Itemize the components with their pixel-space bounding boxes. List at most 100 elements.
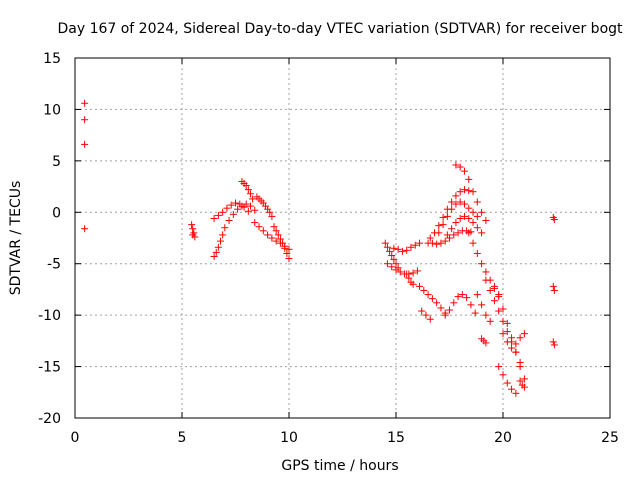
data-point-marker xyxy=(272,237,280,245)
data-point-marker xyxy=(392,266,400,274)
series-late xyxy=(549,213,558,349)
plot-frame xyxy=(74,57,611,419)
series-arc3 xyxy=(210,199,252,222)
y-tick-label: -20 xyxy=(38,411,61,427)
data-point-marker xyxy=(473,198,481,206)
data-point-marker xyxy=(460,200,468,208)
series-arc5 xyxy=(253,193,276,220)
data-point-marker xyxy=(486,286,494,294)
data-point-marker xyxy=(390,256,398,264)
data-point-marker xyxy=(244,186,252,194)
x-tick-label: 0 xyxy=(71,430,80,446)
data-point-marker xyxy=(460,167,468,175)
data-point-marker xyxy=(409,280,417,288)
x-tick-label: 5 xyxy=(178,430,187,446)
data-point-marker xyxy=(441,237,449,245)
data-point-marker xyxy=(388,263,396,271)
y-tick-label: -10 xyxy=(38,308,61,324)
data-point-marker xyxy=(439,213,447,221)
data-point-marker xyxy=(437,304,445,312)
data-point-marker xyxy=(210,253,218,261)
data-point-marker xyxy=(240,203,248,211)
data-point-marker xyxy=(465,214,473,222)
data-point-marker xyxy=(405,274,413,282)
data-point-marker xyxy=(407,243,415,251)
data-point-marker xyxy=(469,208,477,216)
data-point-marker xyxy=(236,200,244,208)
data-point-marker xyxy=(550,215,558,223)
data-point-marker xyxy=(499,330,507,338)
data-point-marker xyxy=(460,186,468,194)
data-point-marker xyxy=(428,239,436,247)
data-point-marker xyxy=(219,208,227,216)
series-arc17 xyxy=(465,229,503,299)
data-point-marker xyxy=(478,208,486,216)
x-tick-label: 15 xyxy=(387,430,405,446)
data-point-marker xyxy=(495,363,503,371)
data-point-marker xyxy=(279,239,287,247)
data-point-marker xyxy=(465,204,473,212)
y-tick-label: 0 xyxy=(52,205,61,221)
grid-lines xyxy=(75,58,610,418)
data-point-marker xyxy=(285,245,293,253)
data-point-marker xyxy=(386,247,394,255)
data-point-marker xyxy=(473,291,481,299)
data-point-marker xyxy=(383,260,391,268)
data-point-marker xyxy=(283,249,291,257)
data-point-marker xyxy=(452,192,460,200)
data-point-marker xyxy=(392,260,400,268)
series-arc2 xyxy=(210,200,259,261)
data-point-marker xyxy=(456,163,464,171)
data-point-marker xyxy=(435,222,443,230)
data-point-marker xyxy=(550,286,558,294)
data-point-marker xyxy=(189,225,197,233)
x-tick-label: 25 xyxy=(601,430,619,446)
data-point-marker xyxy=(381,239,389,247)
data-point-marker xyxy=(81,116,89,124)
data-point-marker xyxy=(426,234,434,242)
data-point-marker xyxy=(503,379,511,387)
series-arc4 xyxy=(238,177,257,203)
data-point-marker xyxy=(503,328,511,336)
data-point-marker xyxy=(441,311,449,319)
data-point-marker xyxy=(403,246,411,254)
x-axis-label: GPS time / hours xyxy=(281,458,398,474)
data-point-marker xyxy=(467,301,475,309)
data-point-marker xyxy=(251,206,259,214)
data-point-marker xyxy=(251,219,259,227)
data-point-marker xyxy=(81,99,89,107)
data-point-marker xyxy=(246,202,254,210)
data-point-marker xyxy=(383,243,391,251)
data-point-marker xyxy=(249,195,257,203)
data-point-marker xyxy=(219,231,227,239)
data-point-marker xyxy=(435,229,443,237)
data-point-marker xyxy=(188,221,196,229)
data-point-marker xyxy=(478,301,486,309)
data-point-marker xyxy=(512,348,520,356)
data-point-marker xyxy=(443,212,451,220)
data-point-marker xyxy=(482,276,490,284)
data-point-marker xyxy=(232,199,239,207)
data-point-marker xyxy=(482,339,490,347)
data-point-marker xyxy=(409,269,417,277)
y-tick-label: 10 xyxy=(43,102,61,118)
data-point-marker xyxy=(276,235,284,243)
data-point-marker xyxy=(469,219,477,227)
data-point-marker xyxy=(255,223,263,231)
data-point-marker xyxy=(268,234,276,242)
data-point-marker xyxy=(512,340,520,348)
data-point-marker xyxy=(448,205,456,213)
data-point-marker xyxy=(446,306,453,314)
series-arc13 xyxy=(435,198,481,237)
data-point-marker xyxy=(268,212,276,220)
data-point-marker xyxy=(478,229,486,237)
series-arc1 xyxy=(188,221,199,241)
series-arc27 xyxy=(516,377,528,391)
data-point-marker xyxy=(508,334,516,342)
data-point-marker xyxy=(456,188,464,196)
data-point-marker xyxy=(550,341,558,349)
data-point-marker xyxy=(482,311,490,319)
series-arc15 xyxy=(452,161,490,225)
data-point-marker xyxy=(234,205,242,213)
data-point-marker xyxy=(508,385,516,393)
